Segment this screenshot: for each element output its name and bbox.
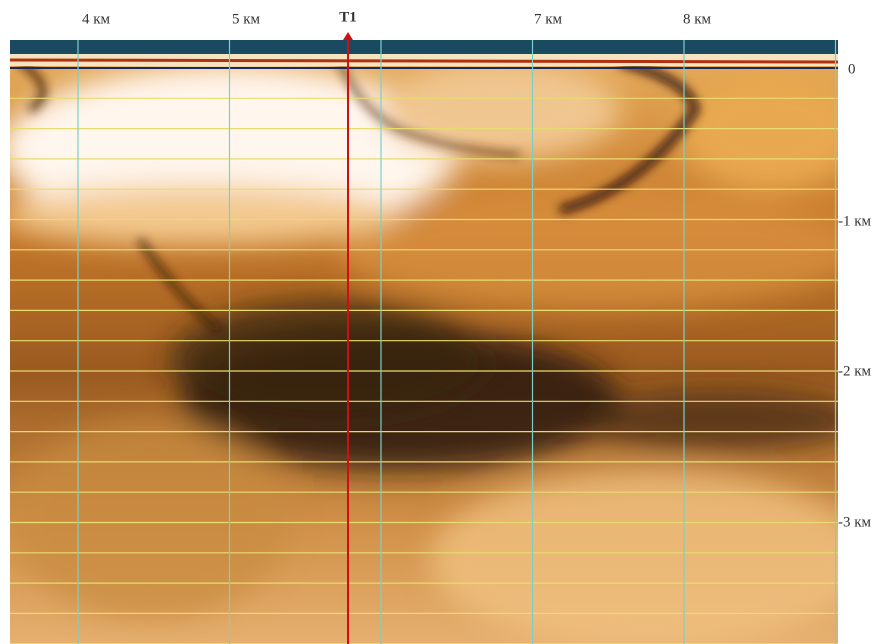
x-label: 7 км [534,11,563,27]
y-label: 0 [848,61,856,77]
marker-triangle [343,32,353,40]
seismic-image [0,40,870,644]
marker-label: T1 [339,9,357,25]
section-view: 4 км 5 км T1 7 км 8 км 0 -1 км -2 км -3 … [0,0,893,644]
x-label: 5 км [232,11,261,27]
y-label: -3 км [838,514,872,530]
x-label: 4 км [82,11,111,27]
y-label: -2 км [838,363,872,379]
y-label: -1 км [838,213,872,229]
x-label: 8 км [683,11,712,27]
